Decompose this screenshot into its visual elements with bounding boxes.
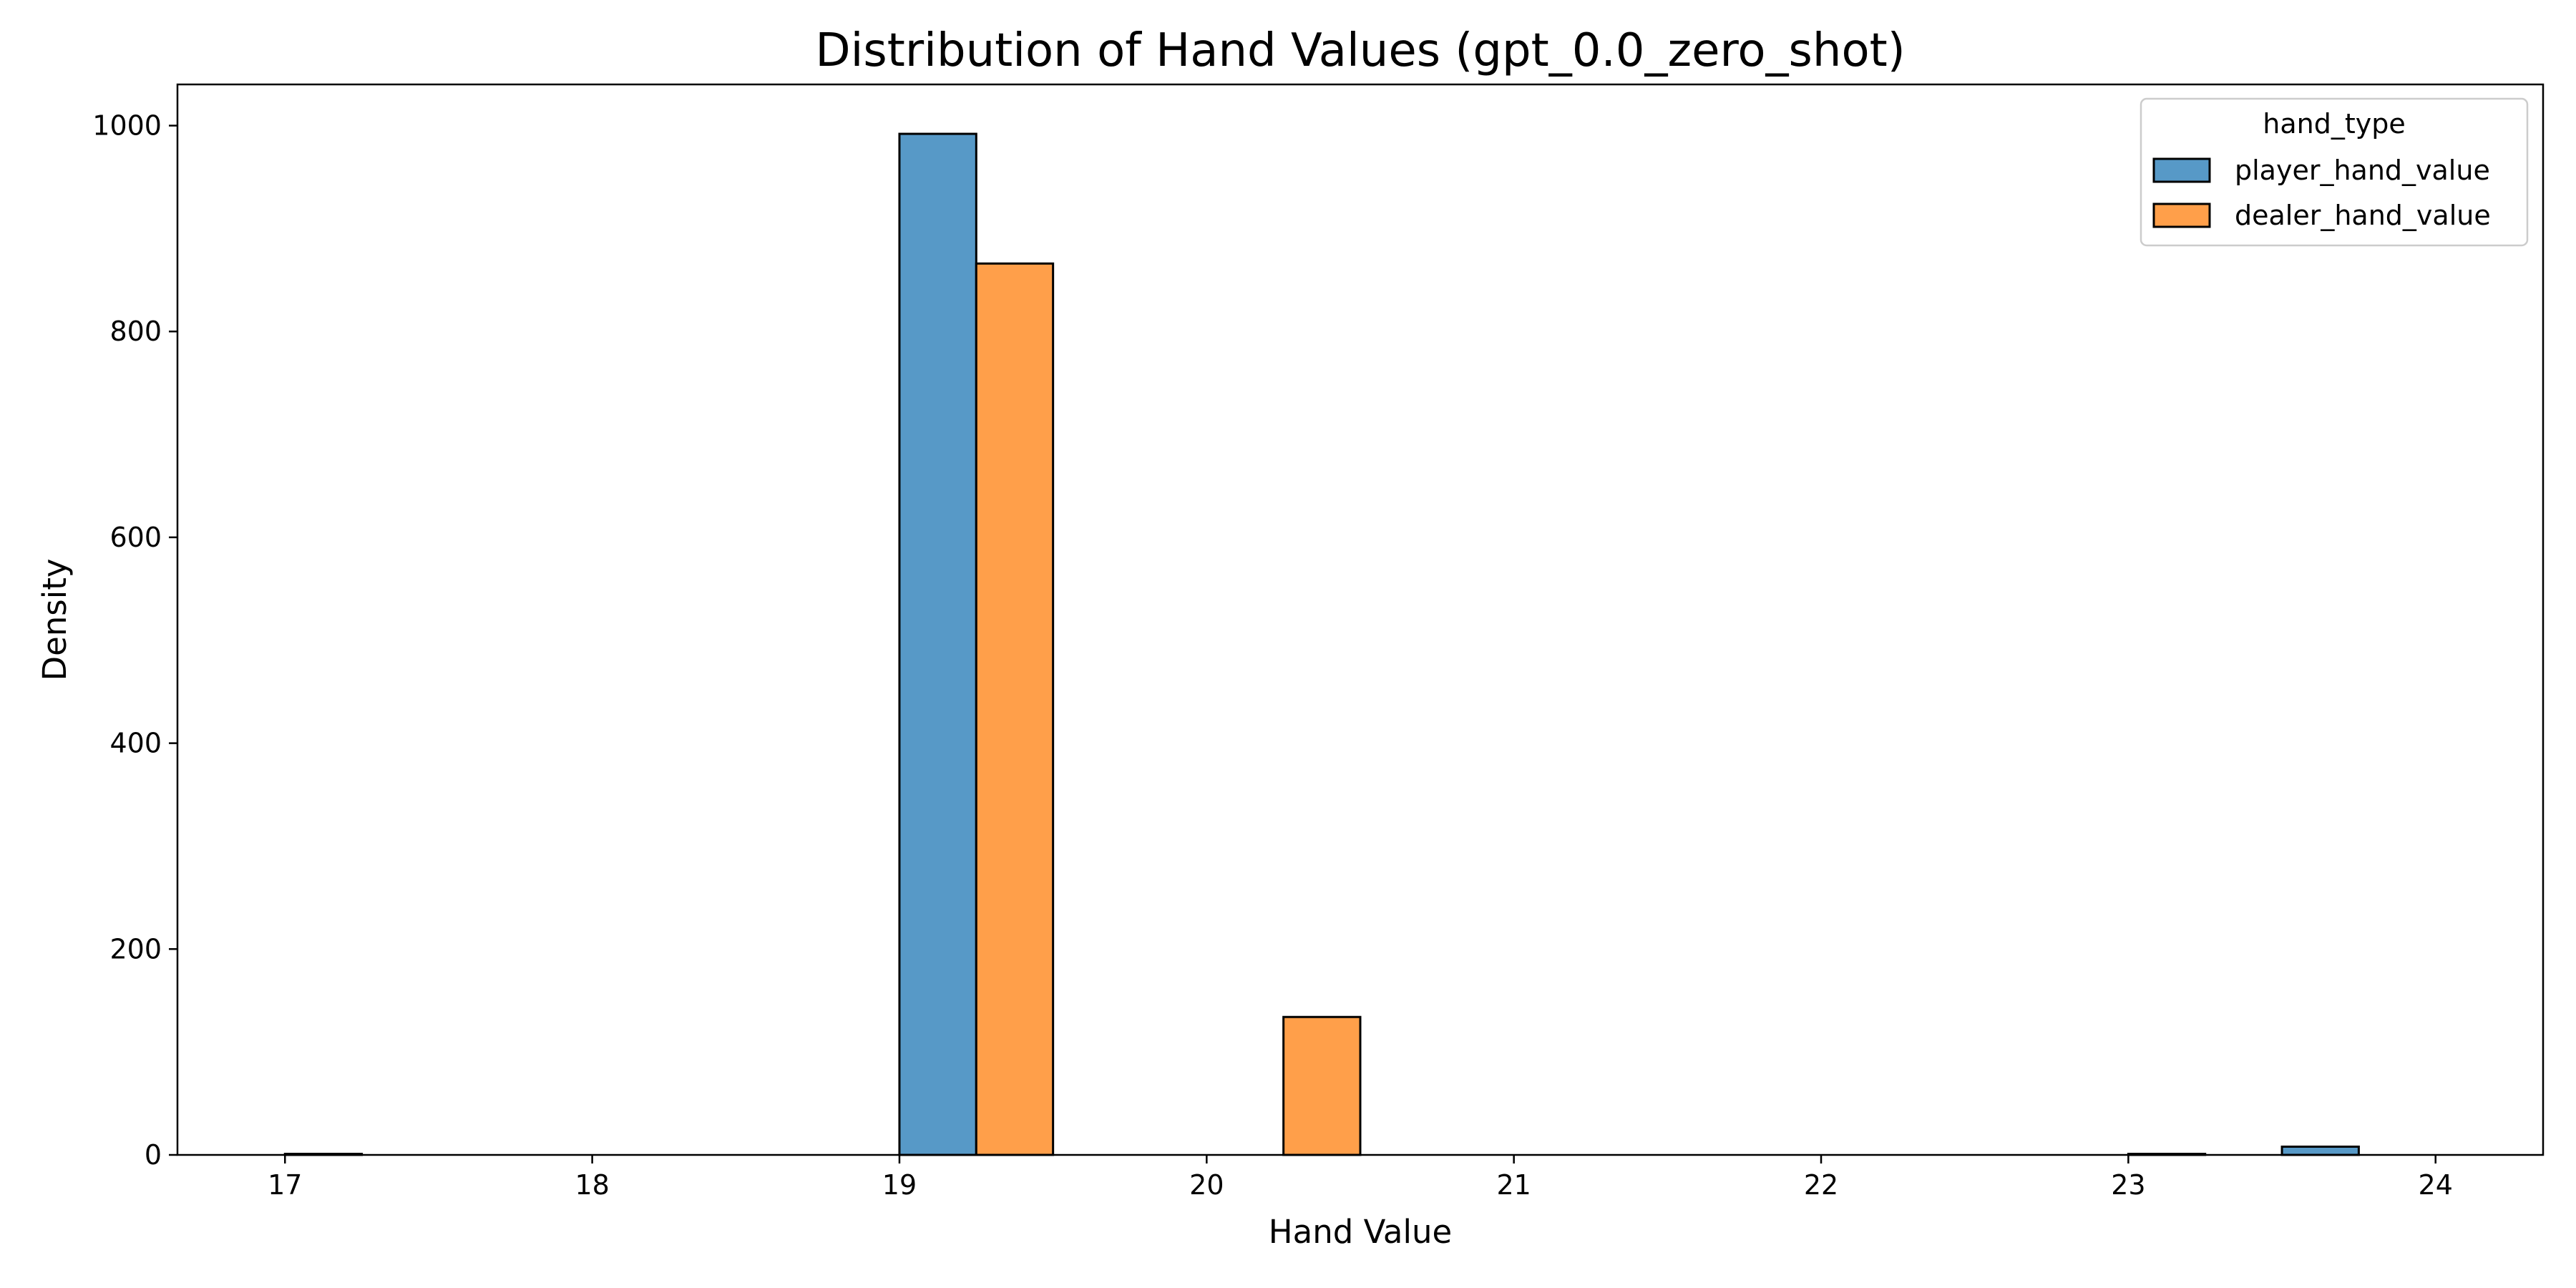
chart-title: Distribution of Hand Values (gpt_0.0_zer… xyxy=(815,24,1905,77)
legend-label-player_hand_value: player_hand_value xyxy=(2235,155,2490,186)
y-tick-label: 1000 xyxy=(92,110,162,142)
legend-box xyxy=(2140,97,2529,247)
bars-group xyxy=(283,132,2360,1156)
y-axis: 0 200 400 600 800 1000 xyxy=(92,110,177,1171)
y-tick-label: 600 xyxy=(109,522,162,553)
legend-title: hand_type xyxy=(2263,108,2405,140)
y-axis-label: Density xyxy=(36,558,74,680)
x-axis-label: Hand Value xyxy=(1269,1213,1452,1251)
plot-area-frame xyxy=(176,83,2545,1156)
legend-swatch-dealer_hand_value xyxy=(2152,203,2211,228)
legend: hand_type player_hand_value dealer_hand_v… xyxy=(2140,97,2529,247)
bar-dealer_hand_value-2 xyxy=(1282,1015,1362,1156)
legend-items: player_hand_value dealer_hand_value xyxy=(2152,155,2491,231)
x-tick-label: 18 xyxy=(575,1169,609,1201)
x-tick-label: 20 xyxy=(1189,1169,1224,1201)
bar-player_hand_value-3 xyxy=(2280,1145,2360,1156)
y-tick-label: 400 xyxy=(109,728,162,759)
x-tick-label: 23 xyxy=(2111,1169,2145,1201)
x-tick-label: 17 xyxy=(268,1169,302,1201)
x-tick-label: 21 xyxy=(1496,1169,1531,1201)
x-tick-label: 24 xyxy=(2419,1169,2453,1201)
x-tick-label: 22 xyxy=(1804,1169,1838,1201)
x-axis: 17 18 19 20 21 22 23 24 xyxy=(268,1155,2453,1201)
x-tick-label: 19 xyxy=(882,1169,917,1201)
y-tick-label: 200 xyxy=(109,933,162,965)
legend-swatch-player_hand_value xyxy=(2152,157,2211,183)
bar-dealer_hand_value-1 xyxy=(975,262,1055,1156)
y-tick-label: 0 xyxy=(145,1139,162,1171)
y-tick-label: 800 xyxy=(109,316,162,347)
bar-player_hand_value-1 xyxy=(898,132,977,1156)
legend-label-dealer_hand_value: dealer_hand_value xyxy=(2235,200,2491,231)
